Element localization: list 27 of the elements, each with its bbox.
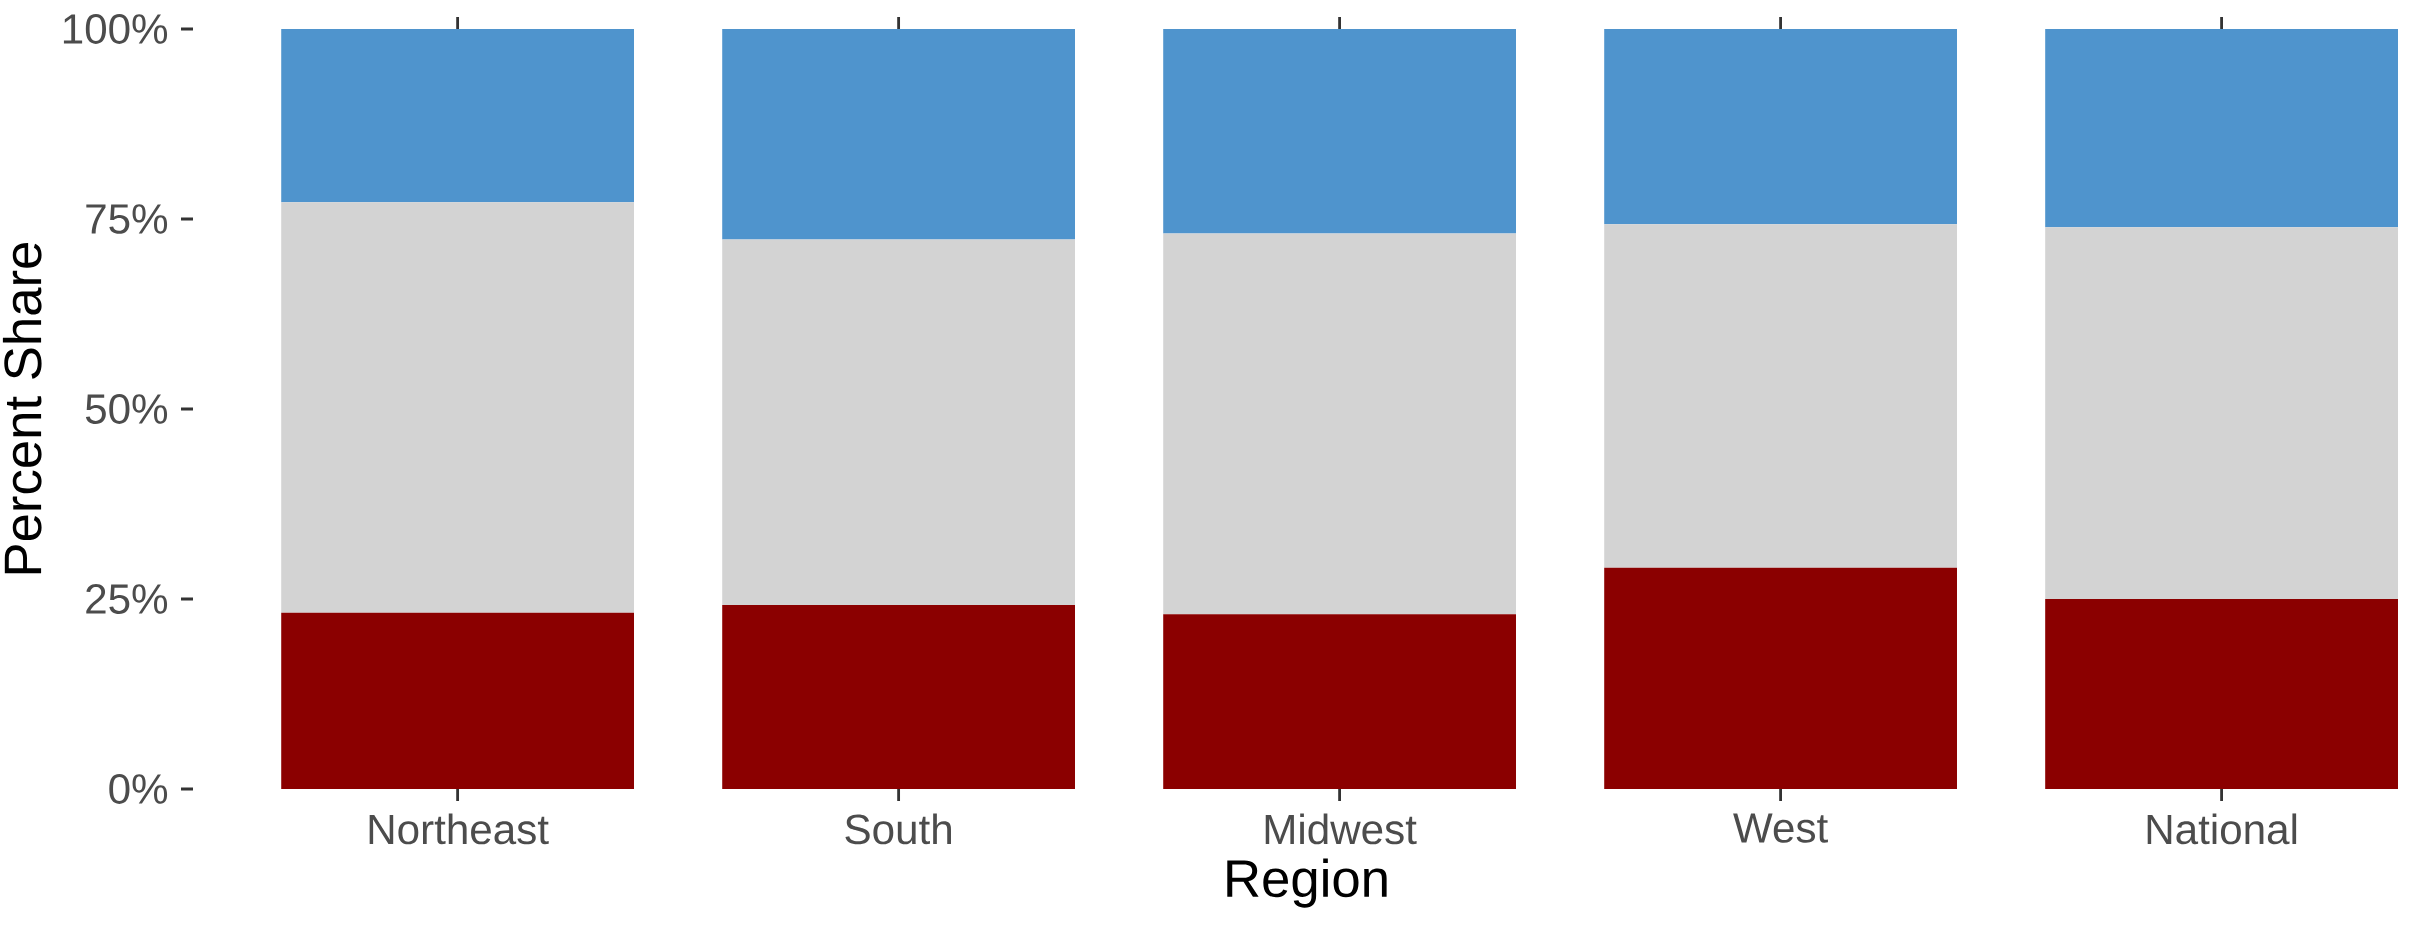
x-tick-label: South	[845, 813, 951, 845]
x-tick-label: Northeast	[369, 813, 549, 845]
y-axis-title: Percent Share	[2, 242, 42, 574]
bar	[1163, 614, 1516, 789]
bar	[2045, 28, 2398, 228]
x-tick-label: National	[2147, 813, 2297, 845]
bar	[1163, 28, 1516, 234]
y-tick-label: 0%	[109, 774, 168, 804]
bar	[722, 239, 1075, 606]
x-tick-label: Midwest	[1265, 813, 1417, 845]
bar	[1604, 567, 1957, 789]
bar	[2045, 599, 2398, 789]
y-tick-label: 50%	[85, 394, 168, 424]
bar	[722, 28, 1075, 240]
y-tick-label: 75%	[86, 204, 168, 234]
bar	[281, 28, 635, 203]
bar	[1604, 28, 1957, 225]
bar	[1604, 224, 1957, 568]
y-tick-label: 100%	[63, 14, 168, 44]
bar	[281, 202, 635, 613]
x-axis-title: Region	[1227, 858, 1387, 908]
bar	[1163, 233, 1516, 615]
bar	[281, 612, 635, 789]
bar	[722, 605, 1075, 789]
x-tick-label: West	[1733, 813, 1828, 843]
y-tick-label: 25%	[86, 584, 168, 614]
bar	[2045, 227, 2398, 599]
